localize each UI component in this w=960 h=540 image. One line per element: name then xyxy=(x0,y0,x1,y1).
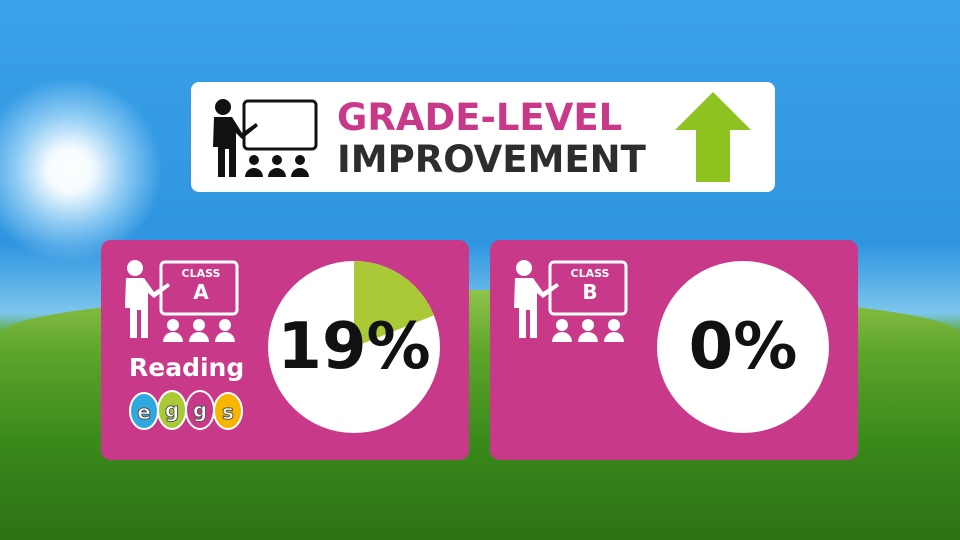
percent-value: 0% xyxy=(688,310,798,384)
class-a-card: CLASS A Reading e g g s 19% xyxy=(101,240,469,460)
progress-pie xyxy=(657,261,829,433)
class-label: CLASS xyxy=(570,267,610,280)
teacher-classroom-icon xyxy=(125,260,239,342)
class-letter: B xyxy=(582,280,598,304)
reading-eggs-logo-text: Reading xyxy=(129,353,245,382)
title-line-1: GRADE-LEVEL xyxy=(337,96,623,139)
up-arrow-icon xyxy=(675,92,751,182)
percent-value: 19% xyxy=(277,310,431,384)
reading-eggs-logo: e g g s xyxy=(129,390,243,430)
pie-background xyxy=(657,261,829,433)
progress-pie xyxy=(268,261,440,433)
pie-wedge xyxy=(354,261,434,347)
teacher-classroom-icon xyxy=(514,260,628,342)
egg-letter: e xyxy=(137,400,151,424)
title-line-2: IMPROVEMENT xyxy=(337,138,646,181)
egg-letter: g xyxy=(193,398,207,422)
class-letter: A xyxy=(193,280,209,304)
class-label: CLASS xyxy=(181,267,221,280)
egg-letter: s xyxy=(222,400,234,424)
teacher-classroom-icon xyxy=(213,99,318,177)
egg-letter: g xyxy=(165,398,179,422)
title-banner: GRADE-LEVEL IMPROVEMENT xyxy=(191,82,775,192)
class-b-card: CLASS B 0% xyxy=(490,240,858,460)
